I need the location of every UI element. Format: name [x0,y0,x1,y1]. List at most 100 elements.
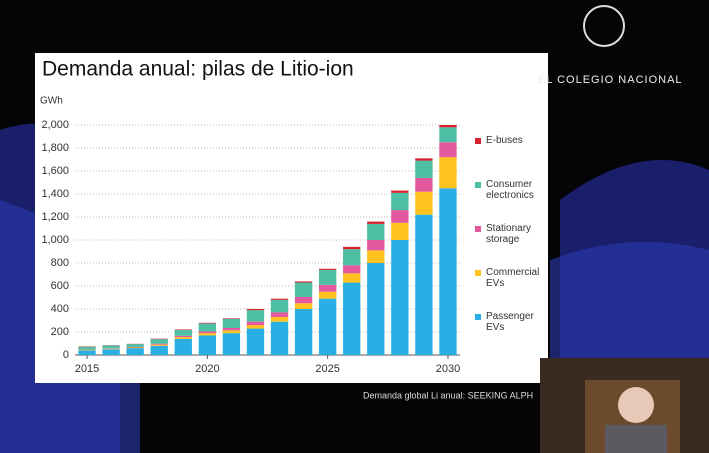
bar-segment [246,321,265,326]
bar-segment [367,223,385,240]
bar-segment [391,190,409,193]
bar-segment [367,263,385,355]
logo-seal [583,5,625,47]
bar-segment [102,349,120,355]
bar-segment [343,265,361,274]
bar-segment [294,282,313,297]
legend-item: Stationary storage [475,223,548,245]
bar-segment [174,330,192,336]
x-tick-label: 2030 [436,363,460,375]
bar-segment [318,269,337,285]
legend-item: Consumer electronics [475,179,548,201]
bar-segment [150,345,168,355]
bar-segment [102,348,120,350]
bar-segment [126,348,144,355]
bar-segment [343,273,361,283]
institution: EL COLEGIO NACIONAL [538,74,683,86]
bar-segment [222,333,241,355]
legend-label: Stationary storage [486,223,532,245]
bar-segment [439,127,457,143]
legend-item: E-buses [475,135,548,146]
legend-label: Consumer electronics [486,179,534,201]
bar-segment [126,346,144,348]
bar-segment [198,322,217,324]
bar-segment [246,328,265,355]
legend-swatch [475,138,481,144]
y-tick-label: 2,000 [41,119,69,131]
bar-segment [174,329,192,331]
bar-segment [78,346,96,350]
y-tick-label: 1,600 [41,165,69,177]
bar-segment [439,142,457,158]
y-tick-label: 600 [51,280,69,292]
legend-label: Commercial EVs [486,267,540,289]
bar-segment [78,349,96,351]
bar-segment [270,299,289,313]
bar-segment [150,339,168,344]
bar-segment [318,291,337,299]
bar-segment [126,347,144,349]
bar-segment [367,250,385,263]
bar-segment [318,298,337,355]
legend-swatch [475,226,481,232]
bar-segment [222,318,241,328]
y-tick-label: 1,200 [41,211,69,223]
bar-segment [270,321,289,355]
legend-item: Passenger EVs [475,311,548,333]
bar-segment [439,125,457,128]
slide [35,53,548,383]
bar-segment [439,157,457,189]
y-tick-label: 200 [51,326,69,338]
bar-segment [222,327,241,331]
bar-segment [174,335,192,338]
bar-segment [198,335,217,355]
y-tick-label: 0 [63,349,69,361]
bar-segment [415,214,433,355]
legend-swatch [475,270,481,276]
bar-segment [222,330,241,334]
bar-segment [415,191,433,215]
bar-segment [391,240,409,355]
bar-segment [198,331,217,334]
bar-segment [415,158,433,161]
x-tick-label: 2025 [315,363,339,375]
bar-segment [391,222,409,240]
y-tick-label: 1,400 [41,188,69,200]
legend-swatch [475,314,481,320]
bar-segment [270,317,289,322]
bar-segment [391,192,409,211]
bar-segment [150,344,168,346]
bar-segment [318,284,337,292]
bar-segment [391,210,409,223]
bar-segment [246,310,265,322]
bar-segment [415,177,433,192]
bar-segment [174,337,192,339]
chart-title: Demanda anual: pilas de Litio-ion [42,58,354,81]
bar-segment [318,268,337,270]
bar-segment [270,312,289,318]
y-tick-label: 800 [51,257,69,269]
bar-segment [343,246,361,250]
legend-swatch [475,182,481,188]
bar-segment [246,325,265,329]
bar-segment [367,240,385,251]
bar-segment [343,249,361,266]
bar-segment [126,344,144,347]
x-tick-label: 2015 [75,363,99,375]
bar-segment [78,350,96,355]
legend-item: Commercial EVs [475,267,548,289]
y-tick-label: 400 [51,303,69,315]
webcam-person [605,425,667,453]
bar-segment [198,323,217,332]
bar-segment [270,298,289,300]
bar-segment [343,282,361,355]
bar-segment [439,188,457,355]
bar-segment [198,333,217,336]
bar-segment [174,338,192,355]
webcam-person [618,387,654,423]
bar-segment [150,343,168,345]
y-tick-label: 1,800 [41,142,69,154]
legend-label: Passenger EVs [486,311,534,333]
